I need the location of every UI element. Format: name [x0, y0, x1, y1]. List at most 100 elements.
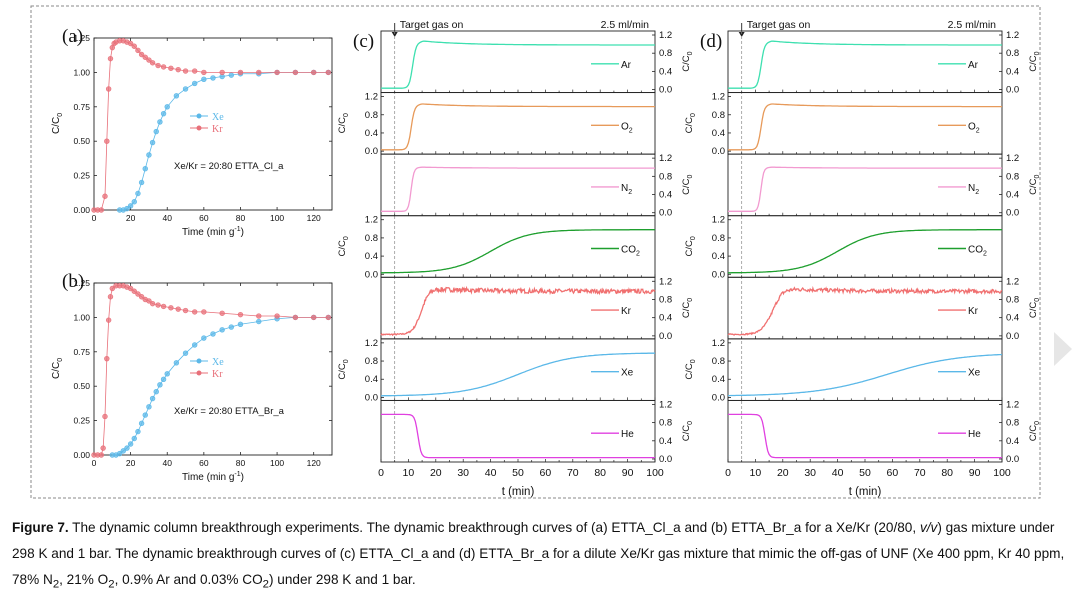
y-tick-label: 1.2	[365, 92, 378, 103]
data-point-Kr	[256, 69, 262, 76]
header-flow-rate: 2.5 ml/min	[948, 19, 997, 31]
x-tick-label: 120	[307, 458, 321, 468]
x-tick-label: 0	[378, 467, 384, 479]
figure-canvas: (a)0 20 40 60 80 100 1200.000.250.500.751.001.…	[30, 5, 1041, 499]
data-point-Xe	[160, 110, 167, 117]
y-tick-label: 0.0	[712, 392, 725, 403]
data-point-Kr	[138, 51, 145, 58]
y-tick-label: 0.8	[659, 418, 672, 429]
data-point-Kr	[107, 294, 114, 300]
data-point-Kr	[191, 68, 198, 74]
caption-text-5: ) under 298 K and 1 bar.	[268, 572, 416, 587]
data-point-Xe	[149, 139, 156, 146]
series-line-Ar	[381, 40, 655, 89]
subplot-frame	[380, 215, 656, 278]
panel-label: (d)	[700, 31, 722, 52]
y-axis-label: C/C0	[337, 113, 350, 133]
data-point-Xe	[191, 342, 198, 348]
series-line-Ar	[728, 40, 1002, 89]
target-gas-arrowhead	[738, 32, 745, 37]
y-tick-label: 0.0	[659, 208, 672, 219]
y-tick-label: 0.4	[712, 251, 725, 262]
x-axis-label: t (min)	[849, 486, 882, 498]
x-axis-label: Time (min g-1)	[182, 226, 244, 238]
data-point-Xe	[146, 152, 152, 158]
x-tick-label: 100	[270, 213, 284, 223]
y-tick-label: 1.2	[365, 215, 378, 226]
x-tick-label: 80	[941, 467, 953, 479]
y-tick-label: 0.8	[365, 356, 378, 367]
x-tick-label: 10	[403, 467, 415, 479]
series-line-Xe	[728, 353, 1003, 397]
y-tick-label: 1.2	[712, 338, 725, 349]
y-tick-label: 0.4	[712, 374, 725, 385]
panel-label: (b)	[62, 271, 84, 292]
data-point-Xe	[164, 104, 170, 110]
y-tick-label: 0.4	[659, 313, 672, 324]
header-target-gas: Target gas on	[400, 19, 464, 31]
data-point-Xe	[182, 350, 189, 356]
y-tick-label: 0.8	[1006, 171, 1019, 182]
x-tick-label: 60	[199, 458, 209, 468]
caption-text-2: ) gas mixture under 298 K and 1 bar. The…	[12, 520, 1065, 587]
y-tick-label: 0.0	[712, 269, 725, 280]
y-tick-label: 0.8	[1006, 294, 1019, 305]
panel-label: (c)	[353, 31, 374, 52]
data-point-Kr	[325, 314, 332, 321]
caption-text-4: , 0.9% Ar and 0.03% CO	[114, 572, 263, 587]
data-point-Xe	[138, 420, 145, 427]
data-point-Kr	[237, 311, 244, 318]
y-tick-label: 0.00	[73, 450, 90, 460]
data-point-Kr	[175, 66, 181, 73]
y-tick-label: 1.2	[365, 338, 378, 349]
legend-marker	[196, 113, 202, 119]
legend-label: Kr	[968, 306, 979, 317]
panel-a: (a) 0 20 40 60 80 100 120 0.00 0.25 0.50 0.75 1.00 1.…	[51, 26, 333, 238]
x-tick-label: 20	[777, 467, 789, 479]
legend-label: He	[621, 429, 634, 440]
series-line-Kr	[380, 285, 656, 337]
y-tick-label: 0.8	[365, 233, 378, 244]
y-tick-label: 0.0	[365, 146, 378, 157]
x-tick-label: 90	[969, 467, 981, 479]
x-tick-label: 80	[236, 458, 246, 468]
legend-label: Xe	[212, 112, 224, 123]
data-point-Xe	[120, 448, 126, 454]
data-point-Kr	[149, 300, 156, 307]
data-point-Xe	[142, 166, 148, 172]
series-line-CO2	[381, 229, 655, 274]
x-axis-label: Time (min g-1)	[182, 471, 244, 483]
series-line-O2	[728, 103, 1002, 151]
caption-italic: v/v	[919, 520, 938, 535]
panel-label: (a)	[62, 26, 83, 47]
data-point-Xe	[210, 75, 216, 81]
legend-label: Kr	[621, 306, 632, 317]
data-point-Xe	[173, 360, 180, 366]
y-tick-label: 0.8	[659, 48, 672, 59]
data-point-Kr	[182, 307, 189, 314]
x-tick-label: 100	[993, 467, 1011, 479]
data-point-Kr	[191, 309, 198, 315]
y-tick-label: 0.4	[365, 251, 378, 262]
y-tick-label: 1.2	[659, 153, 672, 164]
y-tick-label: 0.50	[73, 136, 90, 146]
y-tick-label: 0.8	[712, 110, 725, 121]
legend-label: He	[968, 429, 981, 440]
data-point-Kr	[182, 68, 189, 74]
data-point-Kr	[256, 313, 262, 319]
data-point-Kr	[201, 69, 207, 76]
x-tick-label: 50	[859, 467, 871, 479]
y-tick-label: 0.0	[365, 392, 378, 403]
data-point-Kr	[138, 294, 145, 300]
data-point-Xe	[153, 389, 159, 395]
y-tick-label: 1.2	[1006, 399, 1019, 410]
legend-label: Ar	[968, 60, 979, 71]
y-tick-label: 0.0	[712, 146, 725, 157]
next-arrow-icon[interactable]	[1052, 330, 1074, 368]
y-axis-label: C/C0	[51, 113, 64, 134]
y-tick-label: 1.2	[659, 399, 672, 410]
y-tick-label: 0.4	[365, 374, 378, 385]
data-point-Kr	[131, 288, 137, 294]
legend-marker	[196, 370, 202, 376]
y-tick-label: 1.25	[73, 33, 90, 43]
